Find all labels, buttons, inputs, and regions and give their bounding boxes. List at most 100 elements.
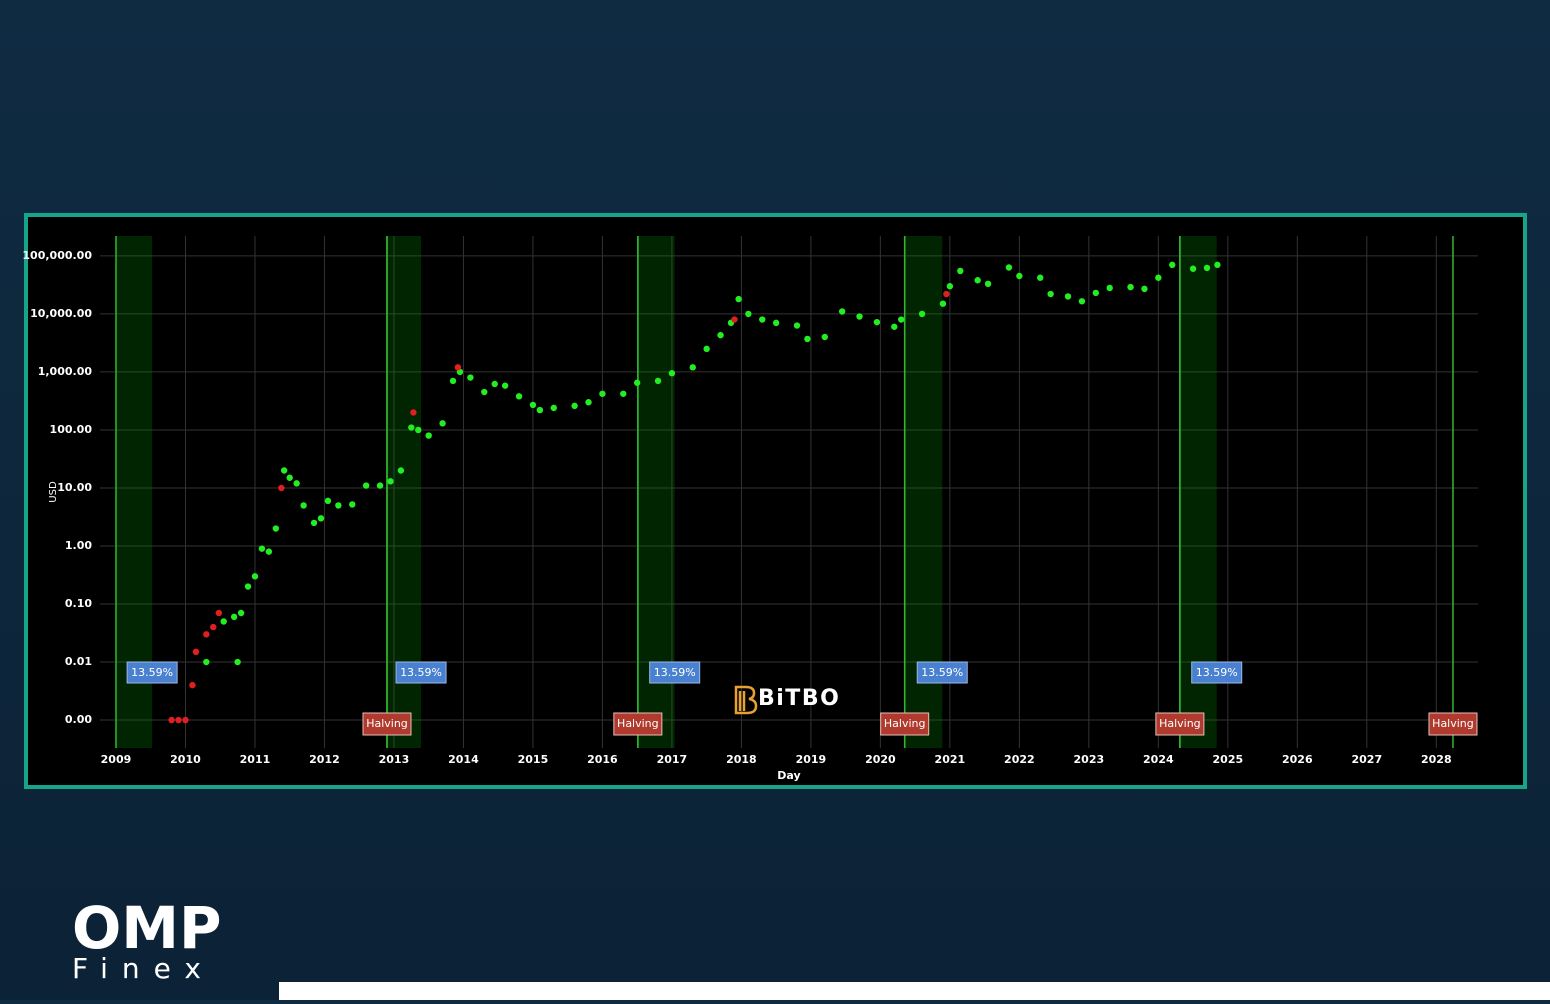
- price-point: [286, 474, 293, 481]
- price-point: [821, 333, 828, 341]
- chart-frame: [24, 213, 1527, 789]
- x-tick-label: 2009: [101, 753, 132, 766]
- price-point: [891, 323, 898, 330]
- band-label: 13.59%: [400, 666, 442, 679]
- price-point: [454, 364, 462, 371]
- price-point: [175, 716, 182, 724]
- price-point: [745, 310, 752, 318]
- band-label-box: [916, 661, 968, 684]
- price-point: [234, 658, 241, 666]
- price-point: [793, 322, 801, 329]
- halving-label-box: [613, 712, 663, 736]
- price-point: [984, 280, 992, 288]
- x-tick-label: 2015: [518, 753, 549, 766]
- price-point: [873, 318, 881, 326]
- halving-label: Halving: [617, 717, 659, 730]
- price-point: [668, 370, 676, 377]
- price-point: [300, 502, 307, 509]
- x-tick-label: 2023: [1074, 753, 1105, 766]
- y-tick-label: 100.00: [50, 423, 93, 436]
- price-point: [278, 484, 285, 492]
- price-point: [689, 364, 696, 371]
- price-point: [491, 380, 498, 388]
- price-point: [717, 331, 724, 339]
- price-point: [654, 377, 662, 385]
- x-tick-label: 2014: [448, 753, 479, 766]
- band-label-box: [1191, 661, 1243, 684]
- footer-strip: [279, 982, 1550, 1000]
- price-point: [939, 300, 947, 307]
- price-point: [251, 573, 259, 580]
- price-point: [1047, 290, 1054, 298]
- price-point: [324, 497, 332, 505]
- price-point: [415, 426, 422, 434]
- halving-label-box: [362, 712, 412, 736]
- price-point: [585, 399, 592, 406]
- price-point: [515, 393, 523, 400]
- x-tick-label: 2020: [865, 753, 896, 766]
- watermark-text: BiTBO: [758, 686, 840, 711]
- price-point: [1078, 298, 1086, 305]
- x-tick-label: 2018: [726, 753, 757, 766]
- price-point: [481, 388, 488, 396]
- x-tick-label: 2025: [1213, 753, 1244, 766]
- price-point: [1141, 285, 1148, 293]
- band-label: 13.59%: [1196, 666, 1238, 679]
- price-point: [220, 618, 227, 625]
- price-point: [620, 390, 627, 397]
- price-point: [1127, 283, 1134, 291]
- band-label: 13.59%: [654, 666, 696, 679]
- x-tick-label: 2024: [1143, 753, 1174, 766]
- price-point: [943, 290, 950, 298]
- price-point: [335, 502, 342, 509]
- price-point: [215, 609, 223, 617]
- price-point: [203, 658, 210, 666]
- price-point: [550, 404, 557, 412]
- price-point: [946, 283, 954, 290]
- price-point: [362, 482, 370, 489]
- halving-label: Halving: [1159, 717, 1201, 730]
- y-axis-title: USD: [48, 481, 59, 503]
- price-point: [397, 467, 405, 474]
- y-tick-label: 1.00: [65, 539, 92, 552]
- price-point: [258, 545, 266, 552]
- price-point: [349, 501, 356, 508]
- price-point: [703, 345, 710, 353]
- price-point: [974, 277, 981, 284]
- price-point: [501, 382, 509, 389]
- price-point: [408, 424, 415, 431]
- watermark-icon: [734, 685, 758, 715]
- x-tick-label: 2012: [309, 753, 340, 766]
- price-point: [449, 377, 457, 385]
- price-point: [467, 374, 474, 381]
- price-point: [1203, 264, 1211, 272]
- halving-label-box: [880, 712, 930, 736]
- price-point: [1189, 265, 1197, 272]
- x-axis-title: Day: [777, 769, 800, 782]
- price-point: [237, 609, 245, 617]
- halving-label: Halving: [1432, 717, 1474, 730]
- band-label: 13.59%: [131, 666, 173, 679]
- price-point: [230, 613, 238, 621]
- price-point: [772, 319, 780, 327]
- price-point: [735, 295, 742, 303]
- x-tick-label: 2019: [796, 753, 827, 766]
- halving-label: Halving: [366, 717, 408, 730]
- price-point: [425, 432, 432, 439]
- price-point: [272, 525, 280, 532]
- halving-label: Halving: [884, 717, 926, 730]
- price-point: [244, 583, 252, 590]
- price-point: [1016, 272, 1023, 280]
- price-point: [265, 548, 273, 555]
- band-label-box: [126, 661, 178, 684]
- watermark: BiTBO: [734, 685, 840, 715]
- price-point: [759, 316, 766, 323]
- price-point: [1106, 284, 1113, 292]
- price-point: [1155, 274, 1162, 281]
- price-point: [838, 308, 846, 315]
- band-label-box: [649, 661, 701, 684]
- y-tick-label: 0.10: [65, 597, 92, 610]
- price-point: [898, 316, 905, 323]
